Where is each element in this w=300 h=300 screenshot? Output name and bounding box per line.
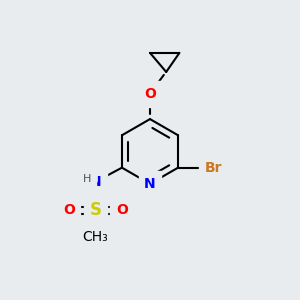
Text: Br: Br bbox=[205, 161, 222, 175]
Text: CH₃: CH₃ bbox=[82, 230, 108, 244]
Text: N: N bbox=[144, 177, 156, 191]
Text: O: O bbox=[144, 87, 156, 101]
Text: N: N bbox=[90, 176, 101, 189]
Text: H: H bbox=[82, 174, 91, 184]
Text: O: O bbox=[116, 203, 128, 218]
Text: S: S bbox=[89, 201, 101, 219]
Text: O: O bbox=[63, 203, 75, 218]
